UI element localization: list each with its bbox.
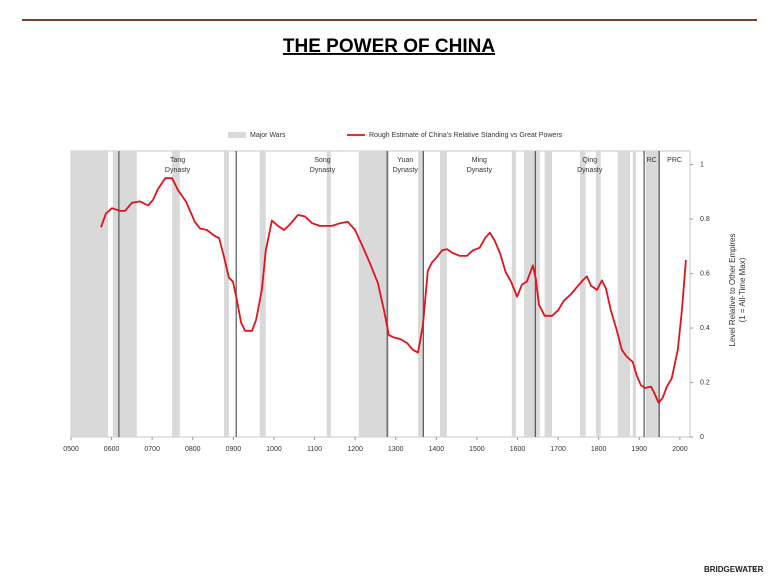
- war-band: [439, 151, 447, 437]
- war-band: [511, 151, 516, 437]
- x-tick-label: 1300: [388, 446, 404, 453]
- war-band: [418, 151, 424, 437]
- war-band: [595, 151, 601, 437]
- war-band: [259, 151, 266, 437]
- y-tick-label: 0.4: [700, 325, 710, 332]
- dynasty-sub: Dynasty: [393, 167, 419, 174]
- x-tick-label: 2000: [672, 446, 688, 453]
- plot: Tang Dynasty Song Dynasty Yuan Dynasty Ming Dyn…: [63, 132, 747, 453]
- x-tick-label: 1400: [429, 446, 445, 453]
- x-tick-label: 0800: [185, 446, 201, 453]
- y-axis-label: Level Relative to Other Empires: [728, 234, 737, 347]
- x-tick-label: 1800: [591, 446, 607, 453]
- dynasty-sub: Dynasty: [310, 167, 336, 174]
- series-line: [100, 177, 687, 404]
- dynasty-sub: Dynasty: [467, 167, 493, 174]
- dynasty-name: RC: [647, 157, 657, 164]
- x-tick-label: 0900: [226, 446, 242, 453]
- war-band: [580, 151, 586, 437]
- dynasty-name: Qing: [582, 157, 597, 164]
- x-tick-label: 0500: [63, 446, 79, 453]
- war-band: [645, 151, 660, 437]
- brand: BRIDGEWATER: [704, 565, 764, 574]
- y-tick-label: 1: [700, 161, 704, 168]
- dynasty-sub: Dynasty: [577, 167, 603, 174]
- x-tick-label: 0600: [104, 446, 120, 453]
- x-tick-label: 1100: [307, 446, 322, 453]
- war-band: [544, 151, 552, 437]
- x-tick-label: 1900: [631, 446, 647, 453]
- war-band: [358, 151, 389, 437]
- x-tick-label: 1500: [469, 446, 485, 453]
- x-tick-label: 1600: [510, 446, 526, 453]
- dynasty-name: PRC: [667, 157, 682, 164]
- war-band: [326, 151, 331, 437]
- y-axis-label: (1 = All-Time Max): [738, 257, 747, 322]
- dynasty-sub: Dynasty: [165, 167, 191, 174]
- page-number: 9: [752, 565, 757, 574]
- legend-label: Rough Estimate of China's Relative Stand…: [369, 132, 563, 139]
- war-band: [172, 151, 180, 437]
- war-band: [632, 151, 637, 437]
- war-band: [224, 151, 229, 437]
- war-band: [71, 151, 108, 437]
- y-tick-label: 0.8: [700, 216, 710, 223]
- dynasty-name: Tang: [170, 157, 185, 164]
- y-tick-label: 0.2: [700, 379, 710, 386]
- x-tick-label: 1700: [550, 446, 566, 453]
- chart-title: THE POWER OF CHINA: [283, 36, 495, 57]
- dynasty-name: Song: [314, 157, 330, 164]
- x-tick-label: 1200: [347, 446, 363, 453]
- war-band: [112, 151, 137, 437]
- y-tick-label: 0: [700, 434, 704, 441]
- y-tick-label: 0.6: [700, 270, 710, 277]
- legend-label: Major Wars: [250, 132, 286, 139]
- dynasty-name: Yuan: [397, 157, 413, 164]
- dynasty-name: Ming: [472, 157, 487, 164]
- war-band: [617, 151, 630, 437]
- x-tick-label: 0700: [144, 446, 160, 453]
- x-tick-label: 1000: [266, 446, 282, 453]
- legend-swatch: [228, 132, 246, 138]
